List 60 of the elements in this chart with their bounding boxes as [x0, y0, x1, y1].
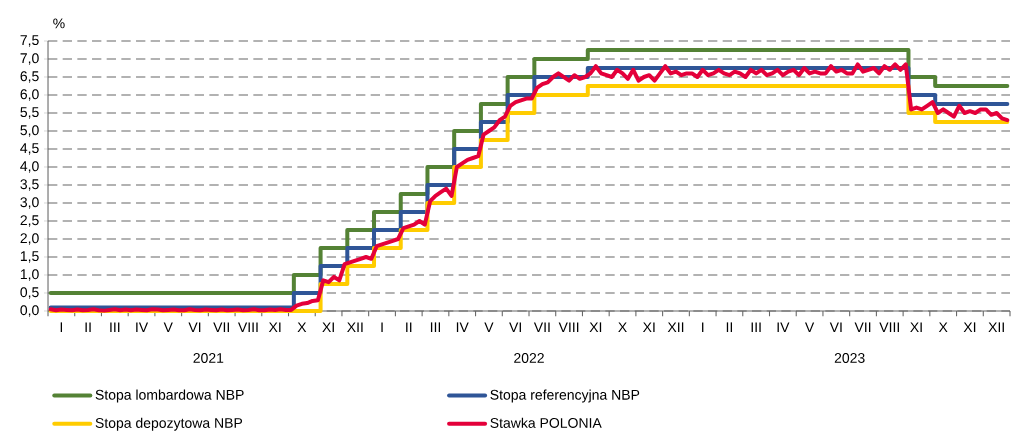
y-tick-label: 3,0: [20, 197, 39, 209]
x-tick-label: IV: [456, 322, 469, 332]
x-tick-label: II: [85, 322, 91, 332]
x-tick-label: XI: [963, 322, 976, 332]
x-tick-label: V: [484, 322, 494, 332]
y-tick-label: 0,5: [20, 287, 39, 299]
text: 2021: [193, 353, 224, 363]
x-tick-label: X: [938, 322, 948, 332]
x-tick-label: IV: [136, 322, 149, 332]
y-tick-label: 3,5: [20, 179, 39, 191]
x-tick-label: VIII: [558, 322, 579, 332]
x-tick-label: V: [163, 322, 173, 332]
x-tick-label: III: [430, 322, 441, 332]
x-tick-label: XII: [667, 322, 684, 332]
x-tick-label: X: [297, 322, 307, 332]
legend-label: Stopa referencyjna NBP: [490, 389, 640, 403]
x-tick-label: VI: [509, 322, 521, 332]
x-tick-label: I: [381, 322, 383, 332]
y-tick-label: 4,0: [20, 161, 39, 173]
x-tick-label: XII: [347, 322, 363, 332]
legend-label: Stopa depozytowa NBP: [95, 417, 243, 431]
y-tick-label: 2,0: [20, 233, 39, 245]
y-tick-label: 5,5: [20, 107, 39, 119]
x-tick-label: VI: [829, 322, 842, 332]
x-tick-label: I: [702, 322, 704, 332]
y-axis-title: %: [53, 18, 65, 29]
y-tick-label: 5,0: [20, 125, 39, 137]
x-tick-label: X: [618, 322, 627, 332]
legend-label: Stawka POLONIA: [490, 417, 602, 428]
text: 2022: [514, 353, 544, 363]
text: 2023: [834, 353, 865, 363]
x-tick-label: IV: [777, 322, 790, 332]
x-tick-label: II: [726, 322, 733, 332]
x-tick-label: XI: [322, 322, 334, 332]
x-tick-label: VII: [213, 322, 229, 332]
x-tick-label: V: [804, 322, 815, 332]
x-tick-label: XI: [268, 322, 281, 332]
x-tick-label: VII: [533, 322, 550, 332]
y-tick-label: 0,0: [20, 305, 39, 317]
y-tick-label: 2,5: [20, 215, 39, 227]
y-tick-label: 7,0: [20, 53, 39, 65]
y-tick-label: 6,5: [20, 71, 39, 83]
x-tick-label: XI: [642, 322, 655, 332]
y-tick-label: 7,5: [20, 35, 39, 47]
y-tick-label: 1,0: [20, 269, 39, 281]
x-tick-label: VIII: [237, 322, 258, 332]
x-tick-label: III: [751, 322, 761, 332]
x-tick-label: XI: [589, 322, 602, 332]
x-tick-label: II: [406, 322, 412, 332]
y-tick-label: 6,0: [20, 89, 39, 101]
x-tick-label: VI: [188, 322, 201, 332]
x-tick-label: I: [60, 322, 63, 332]
x-tick-label: VIII: [879, 322, 899, 332]
legend-label: Stopa lombardowa NBP: [95, 389, 244, 403]
y-tick-label: 1,5: [20, 251, 39, 263]
x-tick-label: III: [110, 322, 120, 332]
x-tick-label: VII: [854, 322, 871, 332]
x-tick-label: XI: [910, 322, 922, 332]
x-tick-label: XII: [988, 322, 1004, 332]
y-tick-label: 4,5: [20, 143, 39, 155]
